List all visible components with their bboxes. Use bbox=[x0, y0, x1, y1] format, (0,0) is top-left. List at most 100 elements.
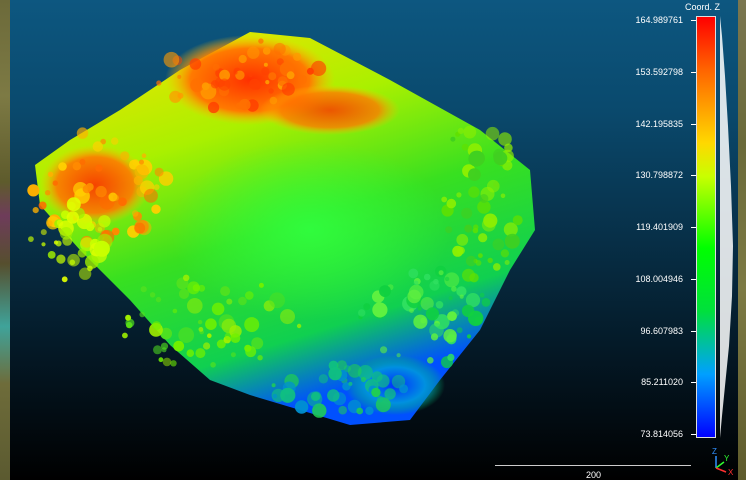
canopy-blob bbox=[371, 388, 380, 397]
canopy-blob bbox=[178, 93, 184, 99]
canopy-blob bbox=[213, 64, 220, 71]
canopy-blob bbox=[361, 377, 366, 382]
canopy-blob bbox=[462, 305, 474, 317]
scale-tick-label: 73.814056 bbox=[640, 429, 683, 439]
canopy-blob bbox=[307, 68, 314, 75]
scale-tick-mark bbox=[691, 20, 696, 21]
canopy-blob bbox=[479, 194, 488, 203]
canopy-blob bbox=[501, 249, 509, 257]
canopy-blob bbox=[86, 223, 95, 232]
scale-tick-label: 96.607983 bbox=[640, 326, 683, 336]
canopy-blob bbox=[358, 309, 365, 316]
canopy-blob bbox=[433, 279, 439, 285]
right-edge-panel bbox=[738, 0, 746, 480]
canopy-blob bbox=[501, 194, 506, 199]
canopy-blob bbox=[319, 374, 328, 383]
canopy-blob bbox=[141, 286, 147, 292]
canopy-blob bbox=[53, 180, 58, 185]
canopy-blob bbox=[151, 205, 160, 214]
color-scale-bar bbox=[696, 16, 716, 438]
canopy-blob bbox=[173, 341, 184, 352]
canopy-blob bbox=[384, 388, 395, 399]
canopy-blob bbox=[259, 283, 264, 288]
canopy-blob bbox=[414, 281, 419, 286]
canopy-blob bbox=[150, 292, 155, 297]
canopy-blob bbox=[458, 128, 464, 134]
canopy-blob bbox=[280, 309, 295, 324]
canopy-blob bbox=[478, 253, 483, 258]
canopy-blob bbox=[41, 242, 45, 246]
canopy-blob bbox=[274, 43, 286, 55]
scale-tick-label: 153.592798 bbox=[635, 67, 683, 77]
canopy-blob bbox=[152, 321, 161, 330]
scale-tick-label: 85.211020 bbox=[641, 377, 683, 387]
canopy-blob bbox=[67, 211, 79, 223]
canopy-blob bbox=[447, 311, 457, 321]
canopy-blob bbox=[445, 226, 452, 233]
canopy-blob bbox=[245, 346, 256, 357]
canopy-blob bbox=[379, 285, 391, 297]
canopy-blob bbox=[46, 220, 52, 226]
canopy-blob bbox=[142, 153, 147, 158]
canopy-blob bbox=[482, 298, 491, 307]
canopy-blob bbox=[464, 225, 472, 233]
canopy-blob bbox=[431, 333, 438, 340]
canopy-blob bbox=[447, 354, 454, 361]
canopy-blob bbox=[161, 343, 168, 350]
canopy-blob bbox=[238, 297, 247, 306]
scale-tick-mark bbox=[691, 124, 696, 125]
canopy-blob bbox=[198, 320, 202, 324]
canopy-blob bbox=[424, 274, 431, 281]
canopy-blob bbox=[356, 408, 363, 415]
canopy-blob bbox=[474, 317, 482, 325]
canopy-blob bbox=[505, 260, 510, 265]
canopy-blob bbox=[420, 318, 426, 324]
canopy-blob bbox=[363, 303, 370, 310]
canopy-blob bbox=[134, 223, 145, 234]
canopy-blob bbox=[98, 215, 110, 227]
3d-viewport[interactable]: Coord. Z 164.989761 153.592798 142.195835 1… bbox=[10, 0, 738, 480]
canopy-blob bbox=[264, 63, 268, 67]
canopy-blob bbox=[48, 251, 56, 259]
canopy-blob bbox=[144, 189, 158, 203]
canopy-blob bbox=[486, 127, 500, 141]
canopy-blob bbox=[231, 333, 241, 343]
axis-z-label: Z bbox=[712, 447, 717, 456]
canopy-blob bbox=[270, 97, 278, 105]
scale-histogram bbox=[720, 16, 734, 438]
canopy-blob bbox=[457, 247, 465, 255]
canopy-blob bbox=[198, 285, 205, 292]
canopy-blob bbox=[463, 126, 476, 139]
canopy-blob bbox=[348, 364, 362, 378]
canopy-blob bbox=[139, 312, 145, 318]
scale-tick-mark bbox=[691, 331, 696, 332]
point-cloud[interactable] bbox=[10, 0, 738, 480]
canopy-blob bbox=[399, 384, 408, 393]
canopy-blob bbox=[226, 299, 232, 305]
canopy-blob bbox=[93, 141, 103, 151]
canopy-blob bbox=[195, 348, 205, 358]
canopy-blob bbox=[87, 266, 93, 272]
canopy-blob bbox=[480, 293, 485, 298]
canopy-blob bbox=[233, 70, 237, 74]
canopy-blob bbox=[125, 315, 131, 321]
canopy-blob bbox=[287, 71, 295, 79]
ridge-east-zone bbox=[260, 85, 400, 135]
scale-tick-mark bbox=[691, 434, 696, 435]
canopy-blob bbox=[427, 357, 434, 364]
canopy-blob bbox=[436, 301, 444, 309]
canopy-blob bbox=[187, 349, 195, 357]
canopy-blob bbox=[60, 227, 73, 240]
scale-tick-mark bbox=[691, 382, 696, 383]
scale-tick-label: 130.798872 bbox=[635, 170, 683, 180]
canopy-blob bbox=[218, 79, 230, 91]
scale-tick-label: 142.195835 bbox=[635, 119, 683, 129]
canopy-blob bbox=[132, 210, 139, 217]
canopy-blob bbox=[418, 307, 422, 311]
canopy-blob bbox=[58, 162, 67, 171]
canopy-blob bbox=[482, 218, 496, 232]
canopy-blob bbox=[199, 327, 204, 332]
canopy-blob bbox=[280, 388, 295, 403]
canopy-blob bbox=[247, 47, 259, 59]
